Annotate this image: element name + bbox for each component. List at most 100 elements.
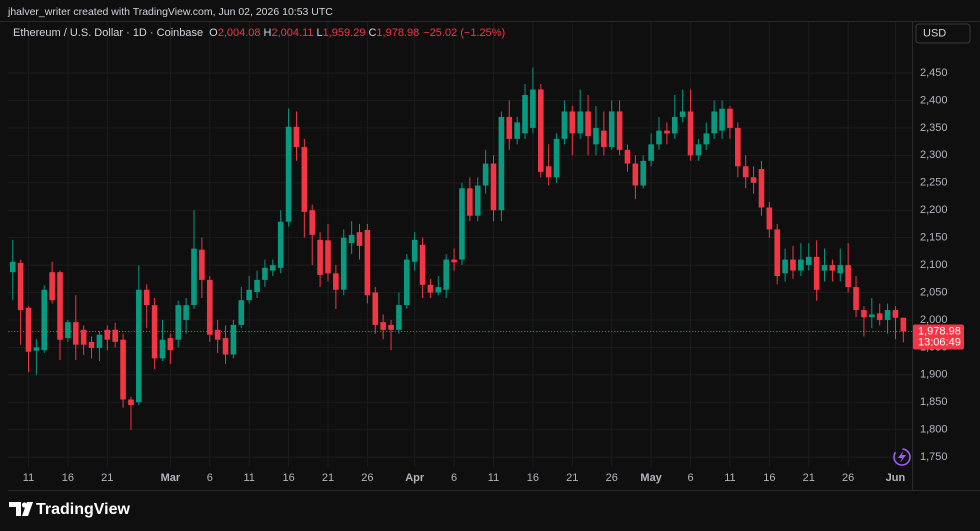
- candle-body: [151, 305, 158, 359]
- candle-body: [805, 256, 812, 266]
- y-tick-label: 2,200: [920, 204, 948, 216]
- candle-body: [419, 244, 426, 285]
- y-tick-label: 2,300: [920, 149, 948, 161]
- candle-body: [561, 111, 568, 139]
- candle-body: [703, 133, 710, 145]
- candle-body: [404, 259, 410, 306]
- candle-body: [325, 240, 331, 274]
- candle-body: [364, 229, 371, 296]
- candle-body: [742, 166, 749, 178]
- x-tick-label: 21: [322, 472, 334, 484]
- candle-body: [104, 329, 111, 340]
- candle-body: [348, 234, 355, 244]
- candle-body: [333, 273, 339, 290]
- candle-body: [482, 163, 489, 186]
- candle-body: [656, 130, 662, 145]
- candle-body: [719, 108, 725, 131]
- series-title: Ethereum / U.S. Dollar · 1D · Coinbase: [13, 27, 203, 39]
- candle-body: [829, 265, 836, 271]
- x-tick-label: Jun: [886, 472, 906, 484]
- candle-body: [577, 111, 583, 134]
- x-tick-label: 26: [842, 472, 854, 484]
- candle-body: [490, 163, 497, 211]
- candle-body: [451, 259, 457, 263]
- candle-body: [41, 289, 48, 351]
- candle-body: [632, 163, 639, 186]
- candle-body: [128, 399, 134, 405]
- candle-body: [813, 256, 820, 290]
- x-tick-label: 16: [62, 472, 74, 484]
- y-tick-label: 2,150: [920, 232, 948, 244]
- candle-body: [671, 116, 678, 134]
- legend-value: 2,004.11: [271, 27, 313, 39]
- candle-body: [309, 210, 316, 235]
- currency-button[interactable]: [915, 23, 971, 44]
- candle-body: [687, 111, 694, 156]
- candle-body: [758, 169, 765, 208]
- candle-body: [553, 138, 560, 178]
- y-tick-label: 2,000: [920, 314, 948, 326]
- candle-body: [96, 334, 103, 348]
- x-tick-label: 11: [724, 472, 735, 484]
- y-tick-label: 2,100: [920, 259, 948, 271]
- candle-body: [522, 94, 528, 134]
- candle-body: [601, 130, 607, 148]
- candle-body: [33, 347, 40, 351]
- candle-body: [340, 237, 347, 290]
- candle-body: [616, 111, 623, 150]
- candle-body: [25, 307, 32, 352]
- candle-body: [317, 239, 323, 275]
- candle-body: [427, 284, 434, 293]
- candle-body: [230, 324, 237, 355]
- candle-body: [821, 265, 828, 271]
- x-tick-label: 16: [763, 472, 775, 484]
- candle-body: [869, 314, 875, 318]
- candle-body: [837, 265, 844, 274]
- y-tick-label: 2,350: [920, 122, 948, 134]
- candle-body: [222, 338, 229, 355]
- candle-body: [640, 160, 647, 186]
- candle-body: [277, 221, 284, 268]
- candle-body: [545, 166, 552, 178]
- candle-body: [498, 116, 505, 211]
- candle-body: [569, 111, 576, 134]
- candle-body: [143, 289, 150, 306]
- legend-key: O: [209, 27, 218, 39]
- candle-body: [356, 232, 363, 246]
- candle-body: [876, 313, 883, 320]
- x-tick-label: 11: [23, 472, 34, 484]
- y-tick-label: 2,050: [920, 286, 948, 298]
- currency-label[interactable]: USD: [923, 27, 946, 39]
- candle-body: [396, 305, 402, 330]
- candle-body: [80, 329, 87, 345]
- candle-body: [782, 259, 788, 274]
- legend-key: L: [317, 27, 323, 39]
- candle-body: [120, 339, 126, 400]
- candle-body: [372, 292, 379, 325]
- x-tick-label: 11: [243, 472, 254, 484]
- candle-body: [9, 261, 16, 273]
- y-tick-label: 2,450: [920, 67, 948, 79]
- y-tick-label: 1,900: [920, 369, 948, 381]
- candle-body: [175, 305, 182, 340]
- series-legend: Ethereum / U.S. Dollar · 1D · Coinbase O2…: [13, 27, 505, 39]
- candle-body: [845, 265, 851, 288]
- legend-value: 2,004.08: [218, 27, 261, 39]
- candle-body: [727, 108, 733, 128]
- candle-body: [214, 329, 221, 340]
- last-price-label: 1,978.98: [918, 325, 961, 337]
- y-tick-label: 2,250: [920, 177, 948, 189]
- x-tick-label: 6: [207, 472, 213, 484]
- candle-body: [262, 267, 268, 280]
- x-tick-label: 16: [527, 472, 539, 484]
- x-tick-label: 21: [101, 472, 113, 484]
- x-tick-label: 21: [803, 472, 815, 484]
- candle-body: [774, 229, 781, 277]
- last-price-box: [913, 324, 964, 350]
- candle-body: [750, 177, 757, 183]
- replay-icon[interactable]: [893, 448, 911, 466]
- y-tick-label: 1,800: [920, 424, 948, 436]
- candle-body: [853, 287, 859, 311]
- x-tick-label: 6: [451, 472, 457, 484]
